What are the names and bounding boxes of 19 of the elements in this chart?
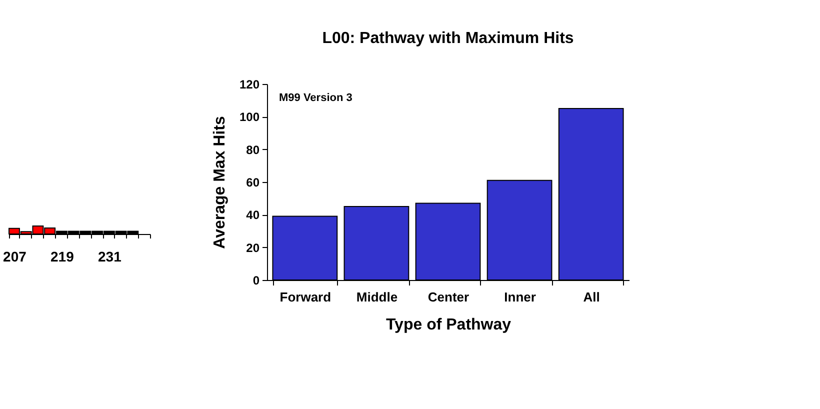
y-tick-label: 120: [239, 78, 260, 92]
y-tick-label: 100: [239, 110, 260, 124]
y-tick-label: 0: [252, 274, 260, 288]
x-tick-label: Inner: [504, 290, 536, 304]
x-tick-label: 207: [3, 248, 27, 264]
y-tick-label: 40: [246, 208, 260, 222]
y-tick-label: 80: [246, 142, 260, 157]
y-axis-title: Average Max Hits: [211, 116, 228, 249]
y-tick-label: 60: [246, 176, 260, 190]
x-tick-label: All: [583, 290, 600, 304]
y-tick-label: 20: [246, 240, 260, 255]
x-tick-label: Center: [428, 290, 470, 304]
x-tick-label: 219: [50, 248, 74, 264]
x-tick-label: Middle: [356, 290, 398, 304]
annotation: M99 Version 3: [279, 92, 352, 104]
x-tick-label: 231: [98, 248, 122, 264]
x-axis-title: Type of Pathway: [386, 316, 512, 334]
x-tick-label: Forward: [280, 290, 332, 304]
chart-title: L00: Pathway with Maximum Hits: [322, 30, 574, 47]
